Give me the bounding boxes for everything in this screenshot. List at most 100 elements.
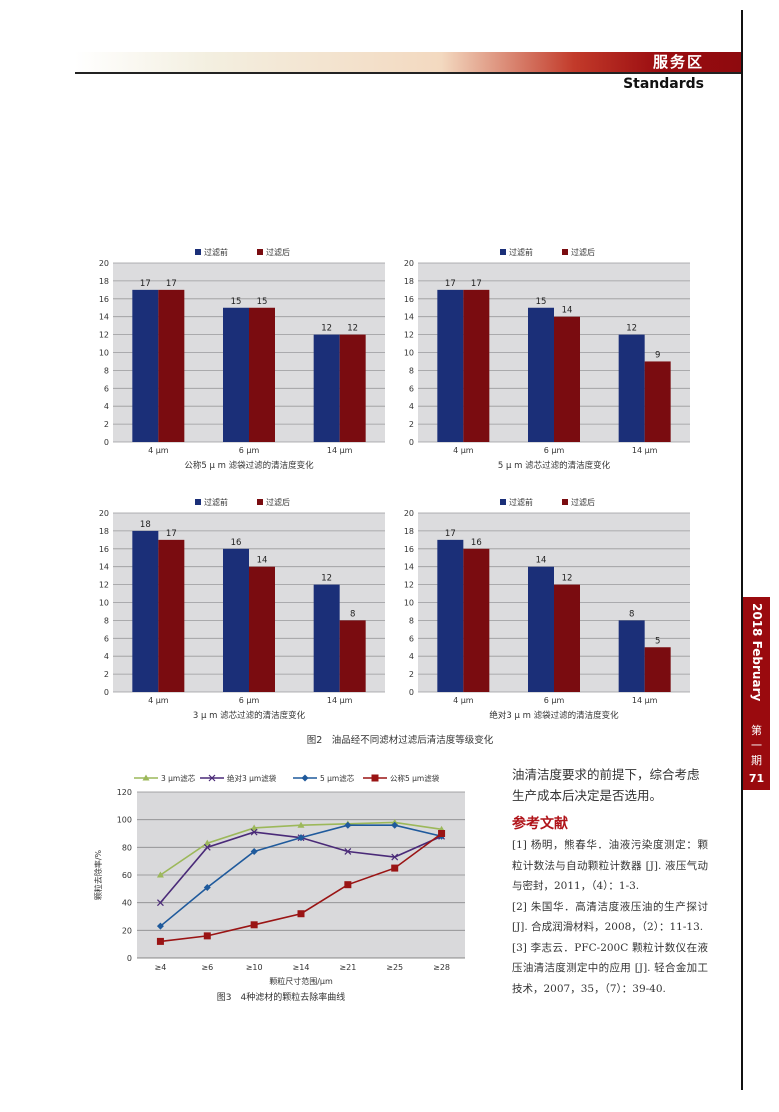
bar — [249, 566, 275, 692]
issue-char: 第 — [751, 724, 762, 737]
chart-title: 绝对3 μ m 滤袋过滤的清洁度变化 — [489, 710, 619, 721]
y-tick-label: 16 — [99, 545, 109, 554]
x-tick-label: 4 μm — [148, 696, 169, 705]
bar — [339, 620, 366, 692]
bar — [554, 584, 580, 692]
y-tick-label: 14 — [404, 313, 414, 322]
data-point — [344, 848, 352, 855]
data-label: 17 — [471, 279, 482, 289]
data-label: 8 — [350, 609, 355, 619]
data-point — [297, 821, 305, 828]
y-tick-label: 6 — [409, 634, 414, 643]
y-tick-label: 12 — [99, 331, 109, 340]
x-tick-label: ≥25 — [386, 963, 403, 972]
bar — [223, 548, 249, 692]
data-point — [203, 883, 211, 891]
y-tick-label: 16 — [99, 295, 109, 304]
y-tick-label: 20 — [99, 259, 109, 268]
x-tick-label: ≥6 — [201, 963, 213, 972]
y-tick-label: 0 — [409, 438, 414, 447]
bar — [437, 289, 464, 442]
legend-label: 过滤前 — [509, 247, 533, 257]
x-tick-label: ≥28 — [433, 963, 450, 972]
legend-label: 公称5 μm滤袋 — [390, 773, 440, 783]
legend-label: 过滤后 — [571, 247, 595, 257]
data-label: 8 — [629, 609, 634, 619]
y-tick-label: 6 — [409, 384, 414, 393]
bar — [463, 548, 490, 692]
y-tick-label: 18 — [99, 277, 109, 286]
bar — [158, 289, 185, 442]
bar — [313, 334, 340, 442]
bar — [554, 316, 580, 442]
data-point — [250, 847, 258, 855]
y-tick-label: 16 — [404, 295, 414, 304]
data-point — [156, 871, 164, 878]
chart-title: 5 μ m 滤芯过滤的清洁度变化 — [498, 460, 611, 471]
chart-title: 3 μ m 滤芯过滤的清洁度变化 — [193, 710, 306, 721]
x-tick-label: ≥4 — [155, 963, 167, 972]
bar — [644, 361, 671, 442]
legend-label: 过滤后 — [571, 497, 595, 507]
data-label: 16 — [471, 538, 482, 548]
y-tick-label: 20 — [404, 259, 414, 268]
x-tick-label: 14 μm — [327, 696, 353, 705]
header-rule — [75, 72, 741, 74]
y-tick-label: 12 — [404, 331, 414, 340]
y-tick-label: 0 — [104, 688, 109, 697]
y-tick-label: 6 — [104, 634, 109, 643]
legend-label: 过滤后 — [266, 497, 290, 507]
y-axis-label: 颗粒去除率/% — [93, 849, 103, 900]
y-tick-label: 14 — [99, 313, 109, 322]
y-tick-label: 4 — [104, 402, 109, 411]
legend-label: 5 μm滤芯 — [320, 773, 355, 783]
bar — [463, 289, 490, 442]
legend-marker — [371, 774, 379, 782]
y-tick-label: 40 — [122, 899, 132, 908]
data-point — [438, 830, 446, 837]
data-point — [391, 864, 399, 872]
y-tick-label: 120 — [117, 788, 132, 797]
data-label: 17 — [445, 529, 456, 539]
y-tick-label: 20 — [404, 509, 414, 518]
bar — [132, 289, 159, 442]
x-tick-label: 4 μm — [453, 446, 474, 455]
section-title: 服务区 — [652, 53, 704, 71]
y-tick-label: 100 — [117, 816, 132, 825]
data-label: 18 — [140, 520, 151, 530]
legend-swatch — [562, 499, 568, 505]
header-bar — [75, 52, 741, 72]
data-label: 15 — [536, 297, 547, 307]
y-tick-label: 2 — [104, 420, 109, 429]
y-tick-label: 18 — [99, 527, 109, 536]
data-label: 12 — [321, 324, 332, 334]
x-tick-label: 6 μm — [239, 446, 260, 455]
chart-title: 公称5 μ m 滤袋过滤的清洁度变化 — [184, 460, 314, 471]
bar-chart-absolute-3um-bag: 0 2 4 6 8 10 12 14 16 18 20 过滤前 过滤后 17 16 4 μm 14 12 6 μm 8… — [404, 497, 690, 721]
data-point — [250, 828, 258, 836]
data-point — [203, 932, 211, 940]
bar — [249, 307, 275, 442]
bar — [528, 307, 554, 442]
x-tick-label: 4 μm — [148, 446, 169, 455]
body-paragraph: 油清洁度要求的前提下，综合考虑生产成本后决定是否选用。 — [512, 767, 700, 803]
y-tick-label: 8 — [104, 616, 109, 625]
data-label: 12 — [626, 324, 637, 334]
y-tick-label: 20 — [99, 509, 109, 518]
y-tick-label: 4 — [409, 652, 414, 661]
data-label: 16 — [231, 538, 242, 548]
page-edge-line — [741, 10, 743, 1090]
y-tick-label: 18 — [404, 527, 414, 536]
y-tick-label: 10 — [404, 349, 414, 358]
y-tick-label: 16 — [404, 545, 414, 554]
y-tick-label: 10 — [404, 599, 414, 608]
reference-item: [3] 李志云．PFC-200C 颗粒计数仪在液压油清洁度测定中的应用 [J].… — [512, 941, 708, 995]
y-tick-label: 2 — [409, 420, 414, 429]
y-tick-label: 8 — [409, 616, 414, 625]
data-label: 17 — [140, 279, 151, 289]
y-tick-label: 80 — [122, 843, 132, 852]
data-point — [344, 821, 352, 829]
x-tick-label: 6 μm — [239, 696, 260, 705]
data-point — [156, 937, 164, 945]
legend-marker — [301, 774, 309, 782]
